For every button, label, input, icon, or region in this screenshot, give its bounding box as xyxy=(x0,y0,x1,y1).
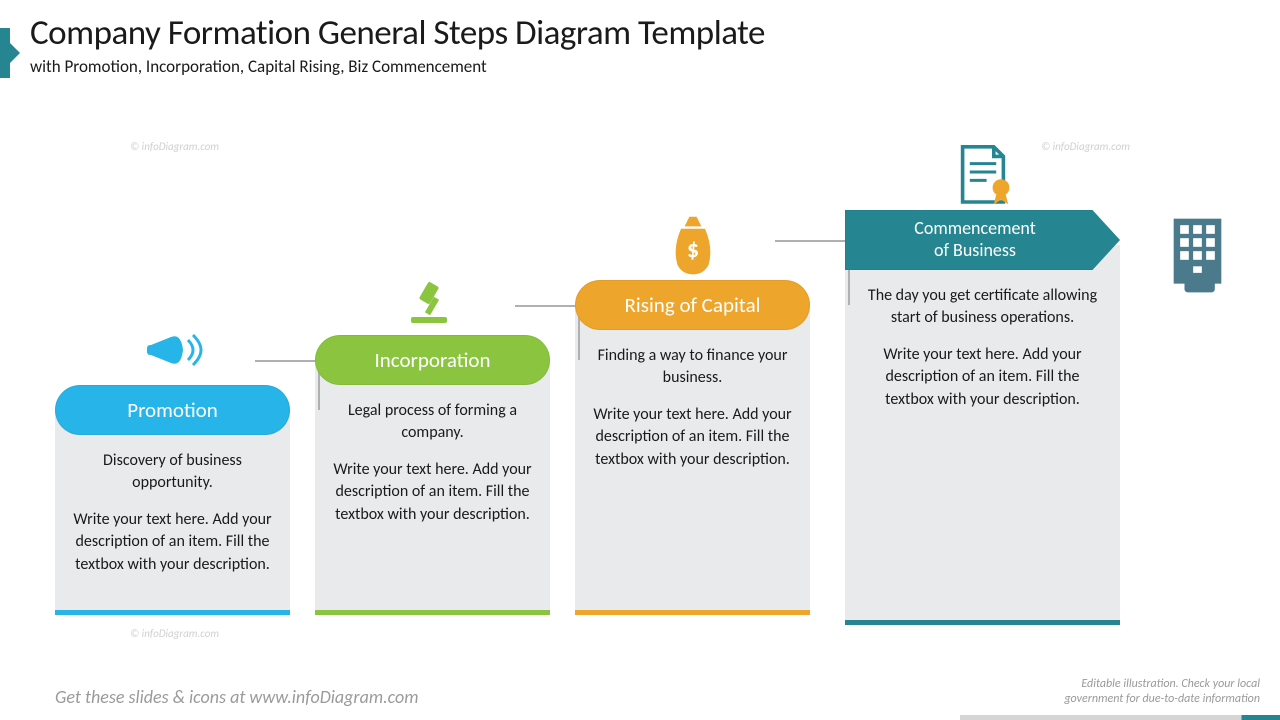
watermark: © infoDiagram.com xyxy=(130,140,219,153)
page-title: Company Formation General Steps Diagram … xyxy=(30,12,765,54)
header: Company Formation General Steps Diagram … xyxy=(30,12,765,77)
step-body: Discovery of business opportunity.Write … xyxy=(55,410,290,615)
step-2: IncorporationLegal process of forming a … xyxy=(315,335,550,615)
watermark: © infoDiagram.com xyxy=(1041,140,1130,153)
step-3: $Rising of CapitalFinding a way to finan… xyxy=(575,280,810,615)
accent-bar xyxy=(0,28,10,78)
step-body: Legal process of forming a company.Write… xyxy=(315,360,550,615)
steps-diagram: PromotionDiscovery of business opportuni… xyxy=(55,160,1230,660)
megaphone-icon xyxy=(143,320,203,380)
gavel-icon xyxy=(403,270,463,330)
step-4: Commencementof BusinessThe day you get c… xyxy=(845,210,1120,625)
step-label: Rising of Capital xyxy=(575,280,810,330)
building-icon xyxy=(1165,210,1230,300)
step-body: Finding a way to finance your business.W… xyxy=(575,305,810,615)
step-body: The day you get certificate allowing sta… xyxy=(845,245,1120,625)
svg-text:$: $ xyxy=(686,236,698,265)
step-label: Promotion xyxy=(55,385,290,435)
step-label: Commencementof Business xyxy=(845,210,1120,270)
footer: Get these slides & icons at www.infoDiag… xyxy=(55,677,1260,708)
bottom-accent xyxy=(960,715,1280,720)
footer-left: Get these slides & icons at www.infoDiag… xyxy=(55,686,418,708)
footer-right: Editable illustration. Check your local … xyxy=(1064,677,1260,708)
step-label: Incorporation xyxy=(315,335,550,385)
moneybag-icon: $ xyxy=(663,215,723,275)
page-subtitle: with Promotion, Incorporation, Capital R… xyxy=(30,56,765,77)
certificate-icon xyxy=(953,145,1013,205)
step-1: PromotionDiscovery of business opportuni… xyxy=(55,385,290,615)
